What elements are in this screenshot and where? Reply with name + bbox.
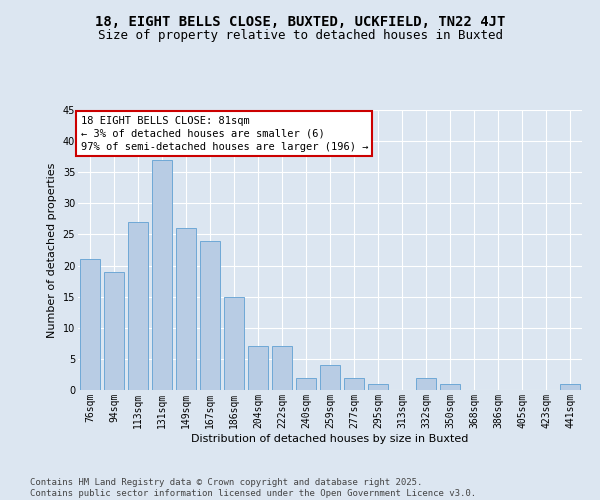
Bar (440, 384, 460, 390)
Bar (176, 228, 196, 390)
Bar (104, 272, 124, 390)
Bar (80, 260, 100, 390)
X-axis label: Distribution of detached houses by size in Buxted: Distribution of detached houses by size … (191, 434, 469, 444)
Bar (152, 160, 172, 390)
Text: 18 EIGHT BELLS CLOSE: 81sqm
← 3% of detached houses are smaller (6)
97% of semi-: 18 EIGHT BELLS CLOSE: 81sqm ← 3% of deta… (80, 116, 368, 152)
Y-axis label: Number of detached properties: Number of detached properties (47, 162, 57, 338)
Text: Contains HM Land Registry data © Crown copyright and database right 2025.
Contai: Contains HM Land Registry data © Crown c… (30, 478, 476, 498)
Bar (248, 346, 268, 390)
Bar (416, 378, 436, 390)
Bar (320, 365, 340, 390)
Bar (344, 378, 364, 390)
Bar (272, 346, 292, 390)
Bar (224, 296, 244, 390)
Bar (296, 378, 316, 390)
Text: 18, EIGHT BELLS CLOSE, BUXTED, UCKFIELD, TN22 4JT: 18, EIGHT BELLS CLOSE, BUXTED, UCKFIELD,… (95, 16, 505, 30)
Bar (560, 384, 580, 390)
Bar (368, 384, 388, 390)
Text: Size of property relative to detached houses in Buxted: Size of property relative to detached ho… (97, 28, 503, 42)
Bar (128, 222, 148, 390)
Bar (200, 240, 220, 390)
